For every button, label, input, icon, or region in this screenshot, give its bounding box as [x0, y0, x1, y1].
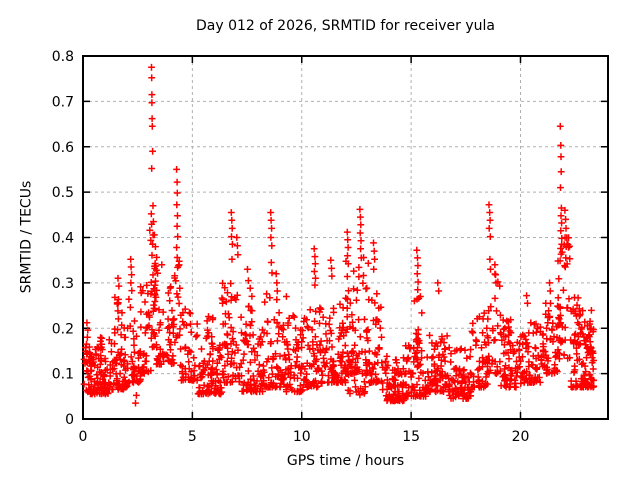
- x-tick-label: 0: [79, 429, 88, 445]
- x-axis-label: GPS time / hours: [286, 453, 405, 469]
- y-tick-label: 0.3: [52, 276, 74, 292]
- y-tick-label: 0: [65, 412, 74, 428]
- y-tick-label: 0.2: [52, 321, 74, 337]
- tick-labels: 0 5 10 15 20 0 0.1 0.2 0.3 0.4 0.5 0.6 0.7 0.8: [52, 49, 530, 445]
- x-tick-label: 10: [293, 429, 311, 445]
- y-tick-label: 0.8: [52, 49, 74, 65]
- y-tick-label: 0.1: [52, 367, 74, 383]
- x-tick-label: 5: [188, 429, 197, 445]
- chart-title: Day 012 of 2026, SRMTID for receiver yul…: [195, 18, 496, 34]
- x-tick-label: 20: [512, 429, 530, 445]
- x-tick-label: 15: [402, 429, 420, 445]
- y-tick-label: 0.4: [52, 231, 74, 247]
- y-tick-label: 0.7: [52, 94, 74, 110]
- tick-marks: [82, 55, 608, 420]
- y-tick-label: 0.5: [52, 185, 74, 201]
- y-tick-label: 0.6: [52, 140, 74, 156]
- data-points-plus-markers: [80, 63, 598, 407]
